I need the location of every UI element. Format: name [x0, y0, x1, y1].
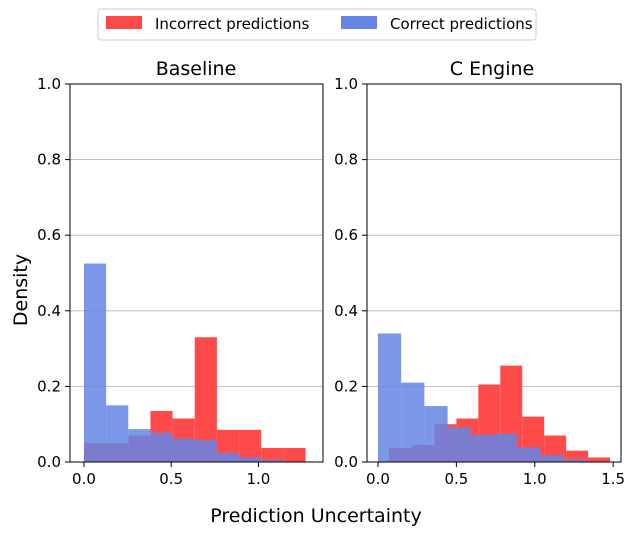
bar-incorrect: [588, 457, 611, 462]
bars: [377, 333, 611, 462]
bar-correct: [447, 427, 471, 462]
bar-incorrect: [261, 448, 284, 462]
bar-correct: [424, 406, 448, 462]
bar-incorrect: [283, 448, 306, 462]
bar-correct: [261, 459, 284, 462]
y-tick-label: 0.8: [334, 151, 358, 169]
bar-incorrect: [194, 337, 217, 462]
y-tick-label: 0.2: [334, 377, 358, 395]
bar-correct: [216, 452, 240, 462]
x-tick-label: 1.0: [247, 470, 271, 488]
tick-labels: 0.0 0.2 0.4 0.6 0.8 1.0 0.0 0.5 1.0 1.5: [334, 75, 625, 488]
legend-label-correct: Correct predictions: [390, 15, 533, 33]
x-tick-label: 0.0: [72, 470, 96, 488]
y-tick-label: 0.2: [37, 377, 61, 395]
bar-correct: [83, 263, 107, 462]
bar-incorrect: [239, 429, 262, 462]
x-tick-label: 0.5: [159, 470, 183, 488]
legend-frame: [97, 8, 537, 41]
bars: [83, 263, 306, 462]
x-tick-label: 0.0: [366, 470, 390, 488]
y-tick-label: 0.8: [37, 151, 61, 169]
legend: Incorrect predictions Correct prediction…: [97, 8, 537, 41]
bar-correct: [470, 434, 494, 462]
bar-correct: [128, 429, 151, 462]
bar-correct: [194, 440, 217, 462]
y-tick-label: 1.0: [37, 75, 61, 93]
bar-incorrect: [566, 450, 589, 462]
plot-frame: [366, 83, 622, 463]
panel-c-engine: C Engine 0.0 0.2 0.4 0.6 0.8 1.0 0.0 0.5 1.0 1.5: [334, 58, 625, 488]
y-tick-label: 0.6: [334, 226, 358, 244]
plot-frame: [69, 83, 324, 463]
grid-lines: [70, 159, 323, 387]
y-tick-label: 0.6: [37, 226, 61, 244]
y-tick-label: 0.4: [37, 302, 61, 320]
bar-correct: [540, 455, 564, 462]
panel-title: Baseline: [156, 58, 237, 80]
bar-correct: [401, 382, 425, 462]
x-tick-label: 0.5: [444, 470, 468, 488]
x-axis-label: Prediction Uncertainty: [210, 505, 421, 527]
bar-correct: [150, 432, 173, 462]
bar-correct: [106, 405, 129, 462]
legend-swatch-incorrect: [106, 16, 142, 29]
x-tick-label: 1.0: [523, 470, 547, 488]
bar-correct: [377, 333, 402, 462]
y-tick-label: 0.0: [37, 453, 61, 471]
bar-correct: [517, 447, 541, 462]
panel-baseline: Baseline 0.0 0.2 0.4 0.6 0.8 1.0 0.0 0.5 1.0: [37, 58, 324, 488]
legend-label-incorrect: Incorrect predictions: [155, 15, 309, 33]
y-tick-label: 0.4: [334, 302, 358, 320]
y-axis-label: Density: [10, 254, 32, 326]
bar-correct: [172, 438, 195, 462]
x-tick-label: 1.5: [601, 470, 625, 488]
panel-title: C Engine: [450, 58, 534, 80]
y-tick-label: 0.0: [334, 453, 358, 471]
tick-labels: 0.0 0.2 0.4 0.6 0.8 1.0 0.0 0.5 1.0: [37, 75, 270, 488]
y-tick-label: 1.0: [334, 75, 358, 93]
legend-swatch-correct: [341, 16, 377, 29]
bar-correct: [239, 457, 262, 462]
bar-correct: [494, 433, 518, 462]
grid-lines: [367, 159, 621, 387]
bar-correct: [563, 459, 587, 462]
